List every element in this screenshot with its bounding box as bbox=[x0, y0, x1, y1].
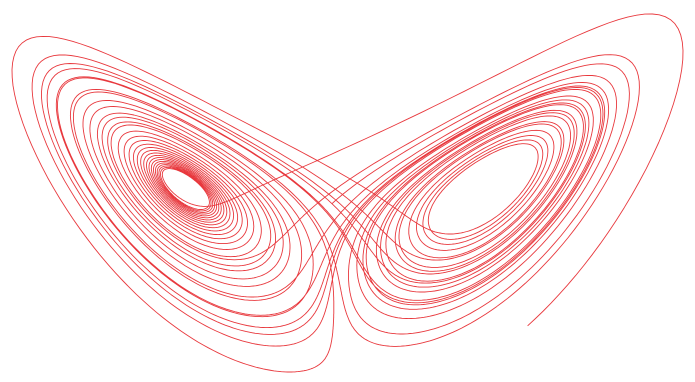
attractor-trajectory bbox=[11, 13, 684, 373]
